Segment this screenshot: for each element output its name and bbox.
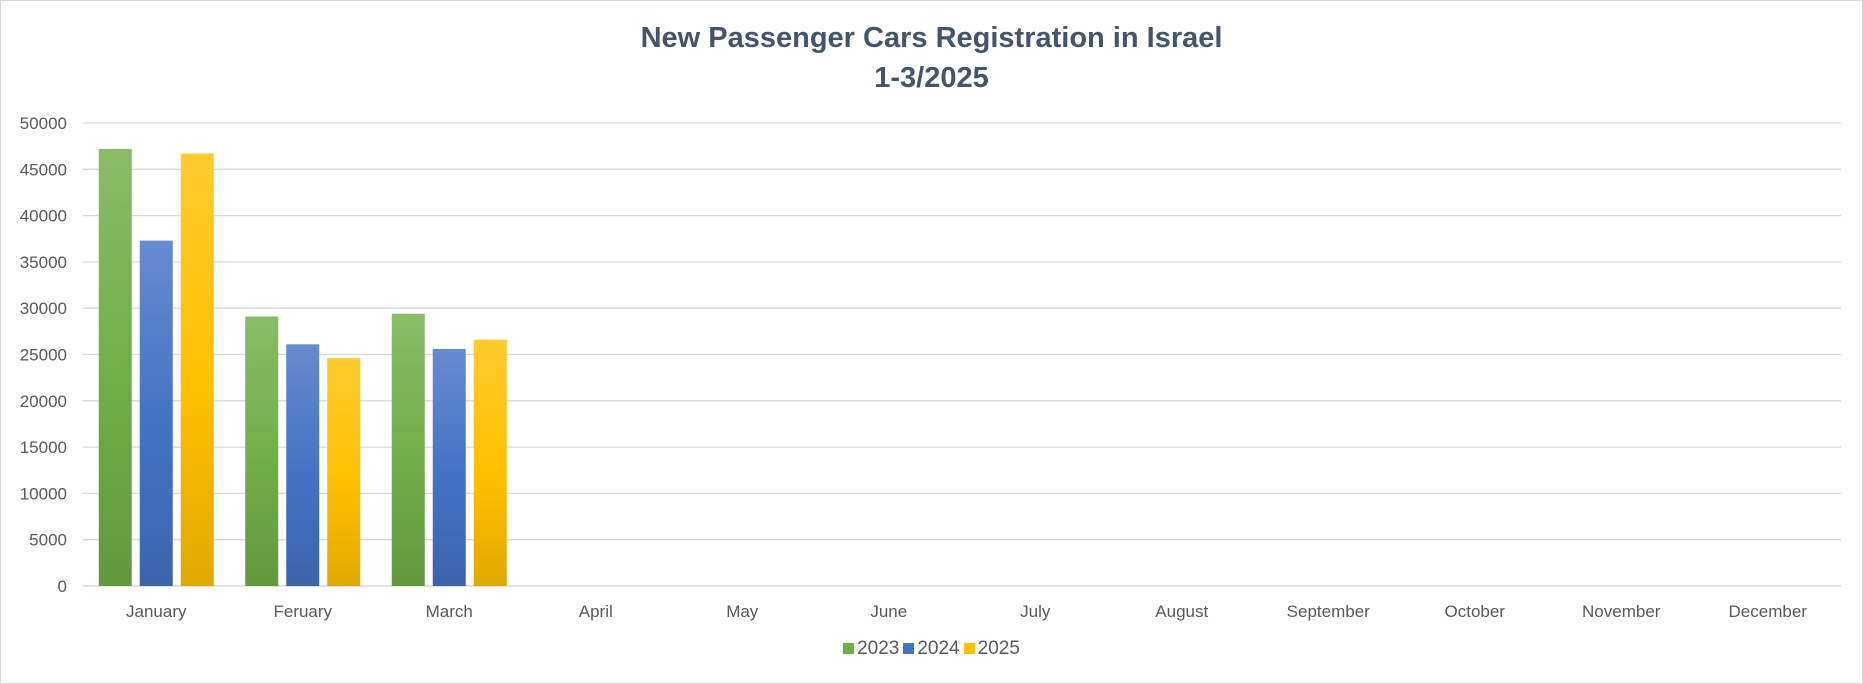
legend-item-2024: 2024 [903, 638, 960, 660]
x-category-label: April [579, 602, 613, 621]
y-tick-label: 50000 [20, 114, 67, 133]
x-category-label: July [1020, 602, 1051, 621]
x-category-label: November [1582, 602, 1661, 621]
y-tick-label: 45000 [20, 160, 67, 179]
y-tick-label: 30000 [20, 299, 67, 318]
bar-2024-march [432, 348, 466, 586]
gridlines [83, 122, 1841, 587]
y-tick-label: 0 [58, 577, 67, 596]
legend-item-2025: 2025 [963, 638, 1020, 660]
bar-2023-feruary [245, 316, 279, 586]
legend-swatch [903, 643, 915, 654]
chart-subtitle: 1-3/2025 [874, 62, 989, 94]
bars [98, 148, 507, 587]
x-category-label: March [426, 602, 473, 621]
x-category-label: August [1155, 602, 1208, 621]
y-tick-label: 15000 [20, 438, 67, 457]
y-tick-label: 35000 [20, 253, 67, 272]
x-category-label: October [1445, 602, 1506, 621]
legend-swatch [843, 643, 855, 654]
legend-item-2023: 2023 [843, 638, 899, 660]
x-category-label: January [126, 602, 187, 621]
x-category-label: Feruary [273, 602, 332, 621]
bar-2024-january [139, 240, 173, 587]
y-tick-label: 5000 [29, 531, 67, 550]
bar-2025-january [180, 153, 214, 587]
y-tick-label: 20000 [20, 392, 67, 411]
chart-title: New Passenger Cars Registration in Israe… [640, 22, 1223, 54]
legend-label: 2024 [917, 638, 960, 659]
legend: 2023 2024 2025 [0, 638, 1863, 660]
bar-2025-march [473, 339, 507, 586]
x-category-label: May [726, 602, 759, 621]
legend-label: 2025 [977, 638, 1020, 659]
bar-2024-feruary [286, 344, 320, 586]
y-tick-label: 40000 [20, 207, 67, 226]
chart-title-block: New Passenger Cars Registration in Israe… [0, 18, 1863, 98]
bar-2023-january [98, 148, 132, 587]
x-category-label: December [1729, 602, 1808, 621]
legend-swatch [963, 643, 975, 654]
legend-label: 2023 [857, 638, 900, 659]
y-tick-label: 25000 [20, 346, 67, 365]
bar-2025-feruary [327, 358, 361, 586]
x-category-label: June [870, 602, 907, 621]
y-tick-label: 10000 [20, 484, 67, 503]
x-category-label: September [1287, 602, 1370, 621]
bar-2023-march [391, 313, 425, 586]
axis-labels: 0 5000 10000 15000 20000 25000 30000 35000 40000… [20, 114, 1808, 621]
